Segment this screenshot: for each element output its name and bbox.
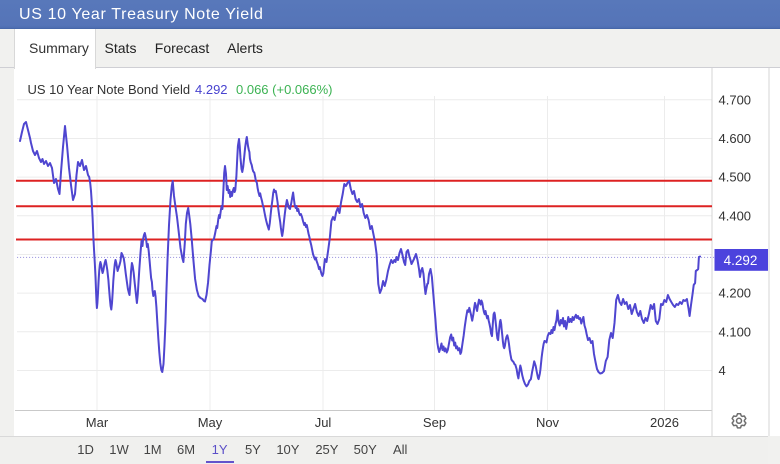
svg-text:4.100: 4.100 (719, 324, 752, 339)
svg-text:May: May (198, 415, 223, 430)
svg-text:Jul: Jul (315, 415, 332, 430)
svg-text:Nov: Nov (536, 415, 560, 430)
svg-text:4.200: 4.200 (719, 286, 752, 301)
svg-text:4: 4 (719, 363, 726, 378)
svg-text:4.600: 4.600 (719, 131, 752, 146)
svg-text:4.292: 4.292 (724, 253, 758, 268)
svg-text:4.700: 4.700 (719, 92, 752, 107)
svg-text:Mar: Mar (86, 415, 109, 430)
svg-text:Sep: Sep (423, 415, 446, 430)
svg-text:4.400: 4.400 (719, 208, 752, 223)
svg-text:2026: 2026 (650, 415, 679, 430)
svg-text:4.500: 4.500 (719, 170, 752, 185)
